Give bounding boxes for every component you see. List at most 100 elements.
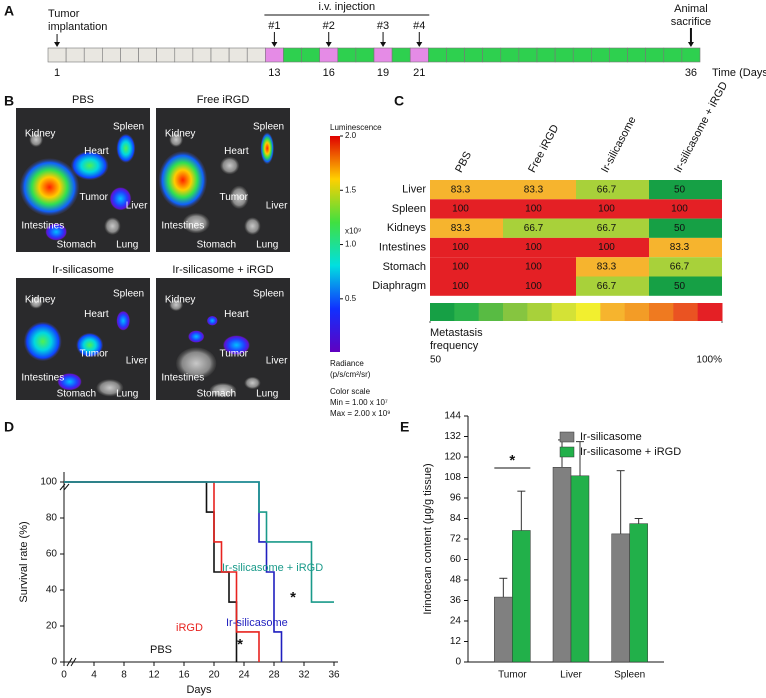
timeline-day <box>120 47 139 63</box>
cell-label: 100 <box>598 204 615 215</box>
colorscale-swatch <box>697 303 723 321</box>
signal-blob <box>244 217 261 235</box>
cell-label: 100 <box>452 242 469 253</box>
y-axis-label: Survival rate (%) <box>18 521 30 602</box>
cell-label: 100 <box>452 281 469 292</box>
survival-line <box>64 481 238 662</box>
signal-blob <box>176 347 217 380</box>
timeline-tick: 21 <box>413 67 425 79</box>
cell-label: 50 <box>674 281 686 292</box>
cell-label: 66.7 <box>670 261 690 272</box>
image-title: Free iRGD <box>197 94 250 106</box>
timeline-day <box>446 47 465 63</box>
legend-swatch <box>559 446 575 458</box>
heatmap-cell <box>649 199 722 219</box>
timeline-day <box>83 47 103 63</box>
organ-image <box>156 278 290 400</box>
x-tick-label: 24 <box>238 670 250 681</box>
panel-letter: C <box>394 93 404 109</box>
colorscale-swatch <box>503 303 528 321</box>
organ-label: Liver <box>266 201 288 212</box>
y-tick-label: 108 <box>444 472 461 483</box>
y-tick-label: 96 <box>450 493 462 504</box>
heatmap-cell <box>576 237 649 258</box>
y-tick-label: 84 <box>450 513 462 524</box>
y-tick-label: 24 <box>450 616 462 627</box>
timeline-day <box>500 47 520 63</box>
colorbar-tick-label: 1.0 <box>345 240 357 249</box>
timeline-tick: 19 <box>377 67 389 79</box>
timeline-day <box>265 47 284 63</box>
bar <box>611 533 630 663</box>
heatmap-cell <box>576 257 649 277</box>
timeline-day <box>391 47 411 63</box>
cell-label: 100 <box>525 204 542 215</box>
cell-label: 66.7 <box>597 281 617 292</box>
row-label: Intestines <box>379 241 427 253</box>
heatmap-cell <box>503 257 576 277</box>
cell-label: 100 <box>525 261 542 272</box>
organ-label: Kidney <box>165 295 196 306</box>
injection-label: i.v. injection <box>319 1 376 13</box>
column-header: PBS <box>453 150 474 175</box>
arrow-head <box>325 42 332 47</box>
x-axis-label: Days <box>186 684 212 696</box>
error-bar <box>634 518 643 524</box>
timeline-day <box>283 47 302 63</box>
cell-label: 100 <box>525 281 542 292</box>
signal-blob <box>45 223 67 241</box>
y-tick-label: 100 <box>40 477 57 488</box>
series-label: PBS <box>150 644 172 656</box>
x-tick-label: Liver <box>560 670 582 681</box>
signal-blob <box>158 151 207 209</box>
end-label: sacrifice <box>671 16 711 28</box>
organ-label: Spleen <box>253 121 284 132</box>
x-tick-label: 12 <box>148 670 160 681</box>
x-tick-label: 36 <box>328 670 340 681</box>
organ-label: Heart <box>84 146 109 157</box>
organ-label: Stomach <box>57 239 96 250</box>
row-label: Kidneys <box>387 222 427 234</box>
colorscale-swatch <box>673 303 699 321</box>
row-label: Liver <box>402 184 426 196</box>
signal-blob <box>223 335 250 355</box>
colorbar-unit: x10⁹ <box>345 227 361 236</box>
significance: * <box>290 589 296 606</box>
error-bar <box>576 441 584 476</box>
organ-label: Tumor <box>79 348 108 359</box>
x-tick-label: 16 <box>178 670 190 681</box>
signal-blob <box>96 379 124 397</box>
colorscale-swatch <box>624 303 650 321</box>
bar <box>552 467 572 663</box>
panel-letter: D <box>4 419 14 435</box>
injection-number: #4 <box>413 20 425 32</box>
heatmap-cell <box>576 276 649 296</box>
arrow-head <box>416 42 423 47</box>
signal-blob <box>109 187 132 211</box>
y-tick-label: 48 <box>450 575 462 586</box>
timeline-day <box>428 47 447 63</box>
y-tick-label: 40 <box>46 585 58 596</box>
signal-blob <box>206 315 218 326</box>
series-label: iRGD <box>176 622 203 634</box>
colorscale-tick-label: 50 <box>430 355 442 366</box>
timeline-day <box>681 47 701 63</box>
colorscale-swatch <box>576 303 601 321</box>
timeline-day <box>65 47 85 63</box>
timeline-day <box>663 47 683 63</box>
cell-label: 66.7 <box>597 223 617 234</box>
cell-label: 83.3 <box>451 184 471 195</box>
organ-label: Heart <box>224 309 249 320</box>
start-label: implantation <box>48 21 107 33</box>
heatmap-cell <box>576 180 649 200</box>
injection-number: #3 <box>377 20 389 32</box>
colorbar-note: (p/s/cm²/sr) <box>330 370 371 379</box>
signal-blob <box>76 332 104 358</box>
y-tick-label: 60 <box>46 549 58 560</box>
timeline-day <box>536 47 556 63</box>
heatmap-cell <box>576 218 649 238</box>
heatmap-cell <box>430 257 503 277</box>
timeline-day <box>518 47 538 63</box>
heatmap-cell <box>430 180 503 200</box>
organ-label: Lung <box>116 239 138 250</box>
